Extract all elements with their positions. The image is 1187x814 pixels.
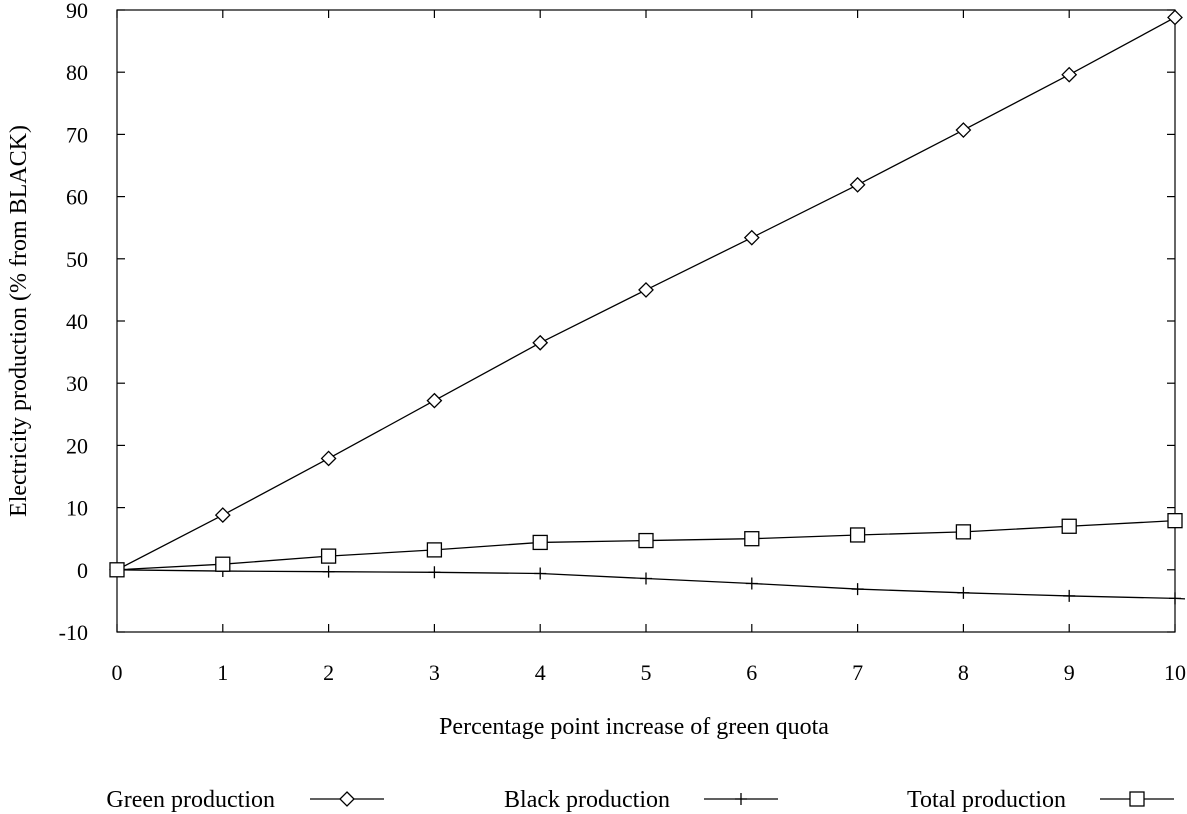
legend-label: Black production	[504, 787, 670, 813]
y-tick-label: 70	[66, 122, 88, 147]
data-point-black-production	[851, 583, 864, 596]
legend-marker	[1129, 791, 1145, 807]
data-point-total-production	[744, 531, 760, 547]
data-point-green-production	[638, 281, 654, 298]
data-point-total-production	[638, 532, 654, 549]
y-tick-label: 80	[66, 60, 88, 85]
data-point-total-production	[1167, 513, 1183, 529]
y-tick-label: 0	[77, 558, 88, 583]
x-tick-label: 8	[958, 660, 969, 685]
data-point-total-production	[849, 527, 866, 543]
x-tick-labels: 0 1 2 3 4 5 6 7 8 9 10	[112, 660, 1187, 685]
data-point-green-production	[743, 229, 760, 246]
y-tick-label: 60	[66, 185, 88, 210]
x-tick-label: 9	[1064, 660, 1075, 685]
data-point-black-production	[745, 577, 758, 590]
data-point-green-production	[214, 507, 231, 523]
data-point-black-production	[322, 565, 335, 578]
data-point-total-production	[426, 542, 443, 558]
series-group	[109, 9, 1186, 605]
y-tick-label: 40	[66, 309, 88, 334]
data-point-total-production	[215, 556, 231, 572]
y-tick-label: 10	[66, 496, 88, 521]
x-tick-label: 5	[641, 660, 652, 685]
data-point-black-production	[1169, 592, 1181, 605]
x-tick-label: 2	[323, 660, 334, 685]
data-point-green-production	[955, 122, 972, 138]
data-point-total-production	[320, 548, 337, 564]
data-point-green-production	[320, 450, 337, 467]
series-green-production	[109, 9, 1183, 578]
legend-label: Green production	[106, 787, 275, 813]
data-point-green-production	[532, 334, 549, 351]
series-line-black-production	[116, 569, 1186, 600]
y-axis-title: Electricity production (% from BLACK)	[6, 125, 32, 517]
legend: Green production Black production Total pr…	[106, 787, 1174, 813]
legend-item-black-production: Black production	[504, 787, 778, 813]
data-point-green-production	[1167, 9, 1183, 26]
x-tick-label: 7	[852, 660, 863, 685]
x-tick-label: 4	[535, 660, 546, 685]
y-tick-label: 20	[66, 433, 88, 458]
y-tick-labels: -10 0 10 20 30 40 50 60 70 80 90	[59, 0, 88, 645]
x-axis-title: Percentage point increase of green quota	[439, 714, 829, 740]
series-total-production	[109, 513, 1183, 578]
x-tick-label: 6	[746, 660, 757, 685]
data-point-black-production	[957, 586, 970, 599]
y-tick-label: -10	[59, 620, 88, 645]
legend-label: Total production	[907, 787, 1066, 813]
legend-marker	[339, 791, 355, 807]
x-tick-label: 1	[217, 660, 228, 685]
data-point-green-production	[1061, 66, 1078, 83]
x-tick-label: 10	[1164, 660, 1186, 685]
legend-item-green-production: Green production	[106, 787, 384, 813]
data-point-total-production	[532, 534, 548, 551]
legend-marker	[735, 793, 747, 805]
data-point-green-production	[426, 392, 443, 409]
data-point-green-production	[849, 176, 866, 193]
y-tick-label: 50	[66, 247, 88, 272]
data-point-black-production	[1063, 589, 1076, 602]
y-tick-label: 30	[66, 371, 88, 396]
data-point-total-production	[1061, 518, 1077, 534]
data-point-black-production	[428, 566, 441, 579]
series-black-production	[111, 563, 1186, 605]
data-point-total-production	[955, 524, 972, 540]
data-point-total-production	[109, 562, 125, 578]
legend-item-total-production: Total production	[907, 787, 1174, 813]
data-point-black-production	[534, 567, 547, 580]
x-tick-label: 0	[112, 660, 123, 685]
y-tick-label: 90	[66, 0, 88, 23]
data-point-black-production	[640, 572, 652, 585]
x-tick-label: 3	[429, 660, 440, 685]
